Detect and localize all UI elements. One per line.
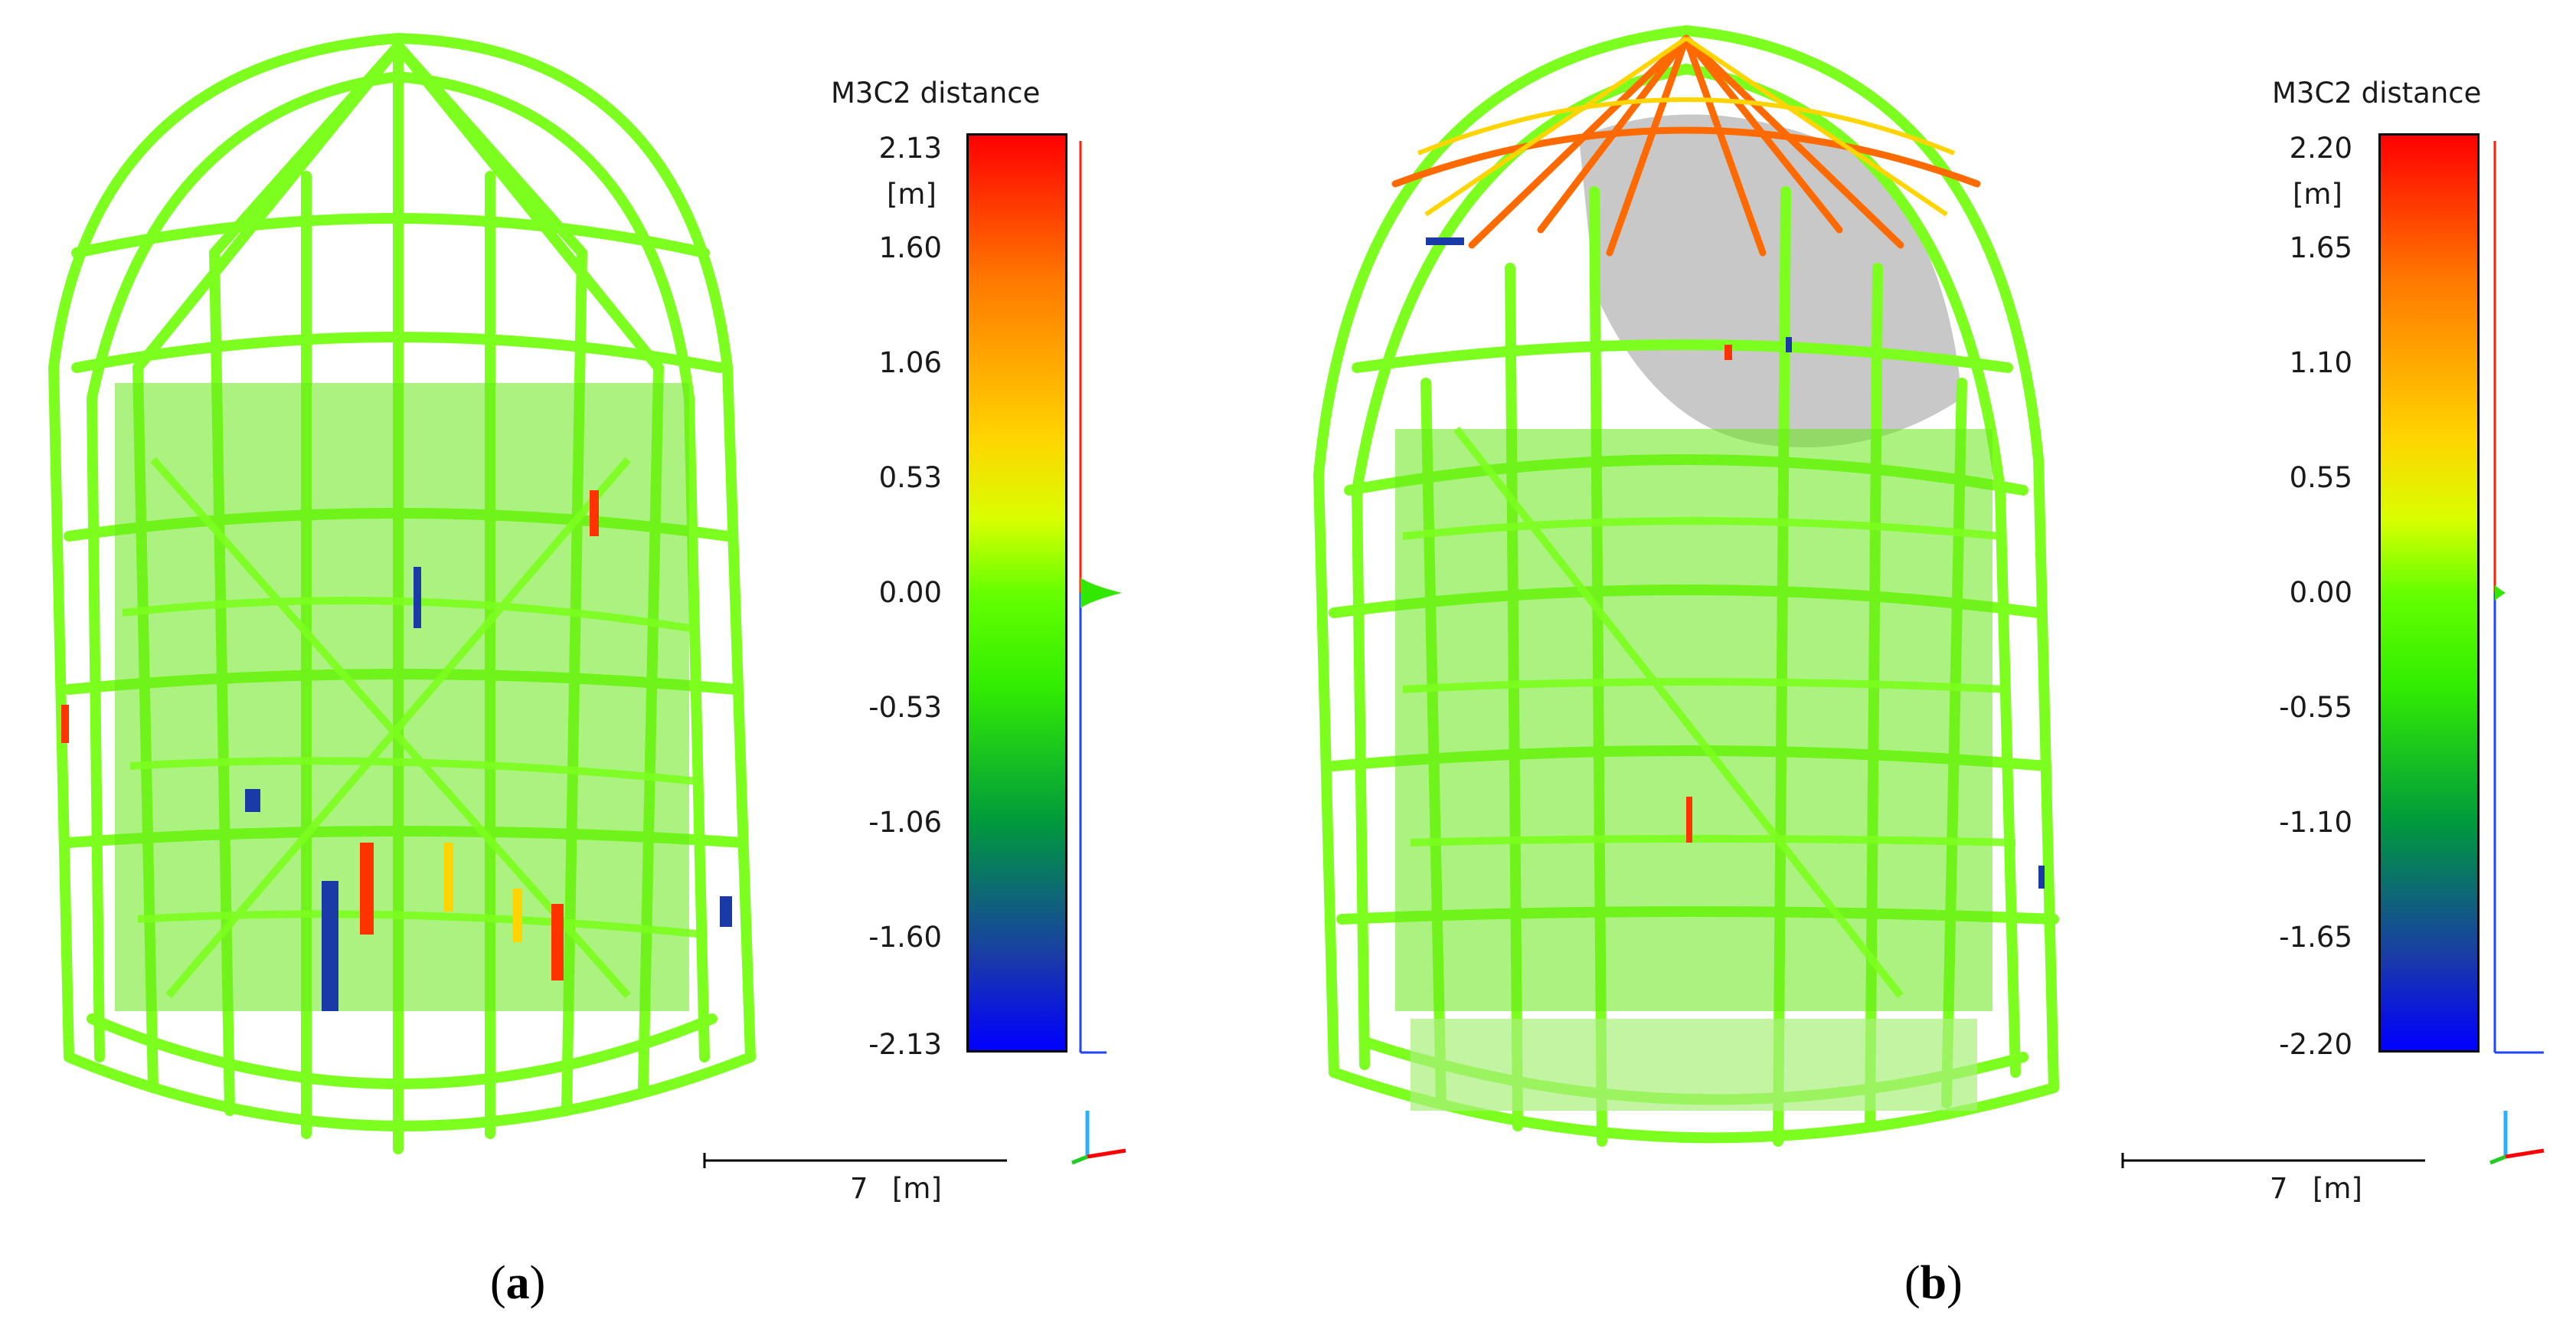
tick-label: 2.20 bbox=[2289, 132, 2352, 165]
point-cloud-b bbox=[1313, 25, 2059, 1147]
tick-label: 0.53 bbox=[878, 461, 942, 494]
scale-bar bbox=[703, 1153, 1007, 1168]
tick-label: 0.00 bbox=[878, 576, 942, 609]
scale-unit: [m] bbox=[2313, 1172, 2362, 1205]
histogram bbox=[2493, 141, 2544, 1054]
scale-unit: [m] bbox=[892, 1172, 942, 1205]
tick-label: 0.00 bbox=[2289, 576, 2352, 609]
tick-label: -1.65 bbox=[2279, 921, 2352, 954]
colorbar bbox=[966, 133, 1067, 1053]
colorbar bbox=[2378, 133, 2480, 1053]
point-cloud-a bbox=[47, 32, 756, 1154]
tick-label: 1.06 bbox=[878, 346, 942, 379]
colorbar-title: M3C2 distance bbox=[2272, 77, 2482, 110]
tick-label: 1.65 bbox=[2289, 231, 2352, 264]
histogram bbox=[1079, 141, 1122, 1054]
panel-a: M3C2 distance [m] 2.13 1.60 1.06 0.53 0.… bbox=[47, 32, 1126, 1309]
panel-b: M3C2 distance [m] 2.20 1.65 1.10 0.55 0.… bbox=[1288, 0, 2576, 1339]
tick-label: -2.13 bbox=[868, 1028, 942, 1061]
tick-label: -1.06 bbox=[868, 806, 942, 839]
tick-label: -1.60 bbox=[868, 921, 942, 954]
scale-value: 7 bbox=[2270, 1172, 2288, 1205]
scale-bar bbox=[2121, 1153, 2425, 1168]
tick-label: 1.60 bbox=[878, 231, 942, 264]
tick-label: 1.10 bbox=[2289, 346, 2352, 379]
colorbar-title: M3C2 distance bbox=[831, 77, 1041, 110]
colorbar-unit: [m] bbox=[887, 178, 937, 211]
tick-label: 0.55 bbox=[2289, 461, 2352, 494]
axis-triad-icon bbox=[1071, 1111, 1126, 1165]
tick-label: 2.13 bbox=[878, 132, 942, 165]
panel-caption: (a) bbox=[490, 1257, 546, 1309]
scale-value: 7 bbox=[850, 1172, 868, 1205]
panel-caption: (b) bbox=[1904, 1257, 1963, 1309]
tick-label: -0.55 bbox=[2279, 691, 2352, 724]
tick-label: -0.53 bbox=[868, 691, 942, 724]
colorbar-unit: [m] bbox=[2293, 178, 2342, 211]
tick-label: -2.20 bbox=[2279, 1028, 2352, 1061]
tick-label: -1.10 bbox=[2279, 806, 2352, 839]
axis-triad-icon bbox=[2489, 1111, 2545, 1165]
